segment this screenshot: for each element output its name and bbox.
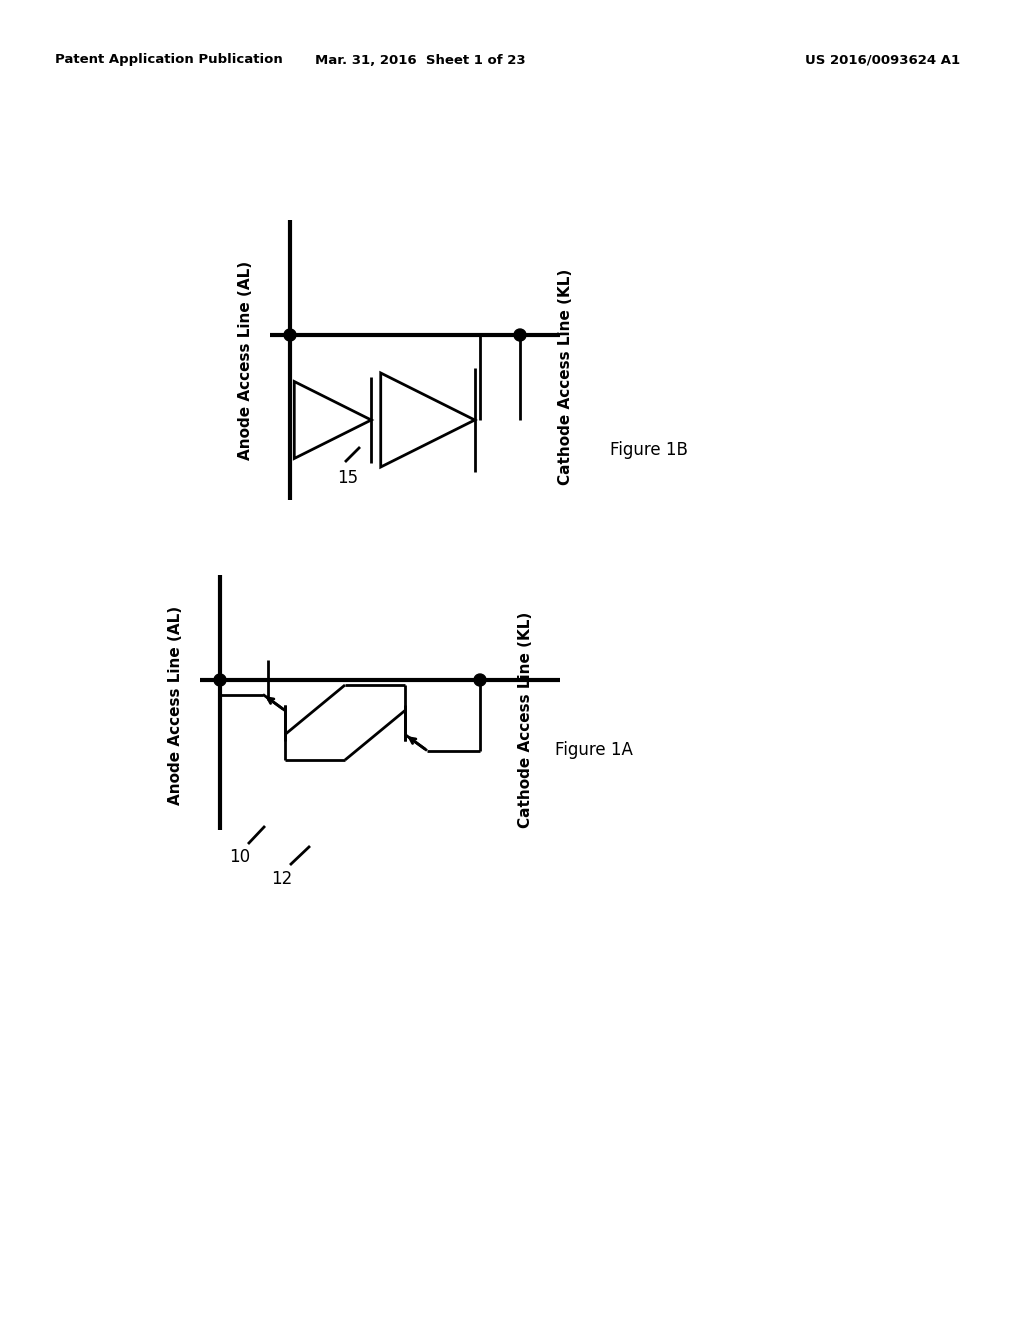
Circle shape	[474, 675, 486, 686]
Text: Anode Access Line (AL): Anode Access Line (AL)	[168, 606, 182, 805]
Text: Cathode Access Line (KL): Cathode Access Line (KL)	[517, 612, 532, 828]
Circle shape	[284, 329, 296, 341]
Text: Figure 1A: Figure 1A	[555, 741, 633, 759]
Text: 15: 15	[338, 469, 358, 487]
Circle shape	[214, 675, 226, 686]
Text: Mar. 31, 2016  Sheet 1 of 23: Mar. 31, 2016 Sheet 1 of 23	[314, 54, 525, 66]
Text: Figure 1B: Figure 1B	[610, 441, 688, 459]
Text: Anode Access Line (AL): Anode Access Line (AL)	[238, 260, 253, 459]
Text: Patent Application Publication: Patent Application Publication	[55, 54, 283, 66]
Text: Cathode Access Line (KL): Cathode Access Line (KL)	[557, 269, 572, 486]
Circle shape	[514, 329, 526, 341]
Text: 12: 12	[271, 870, 293, 888]
Text: US 2016/0093624 A1: US 2016/0093624 A1	[805, 54, 961, 66]
Text: 10: 10	[229, 847, 251, 866]
